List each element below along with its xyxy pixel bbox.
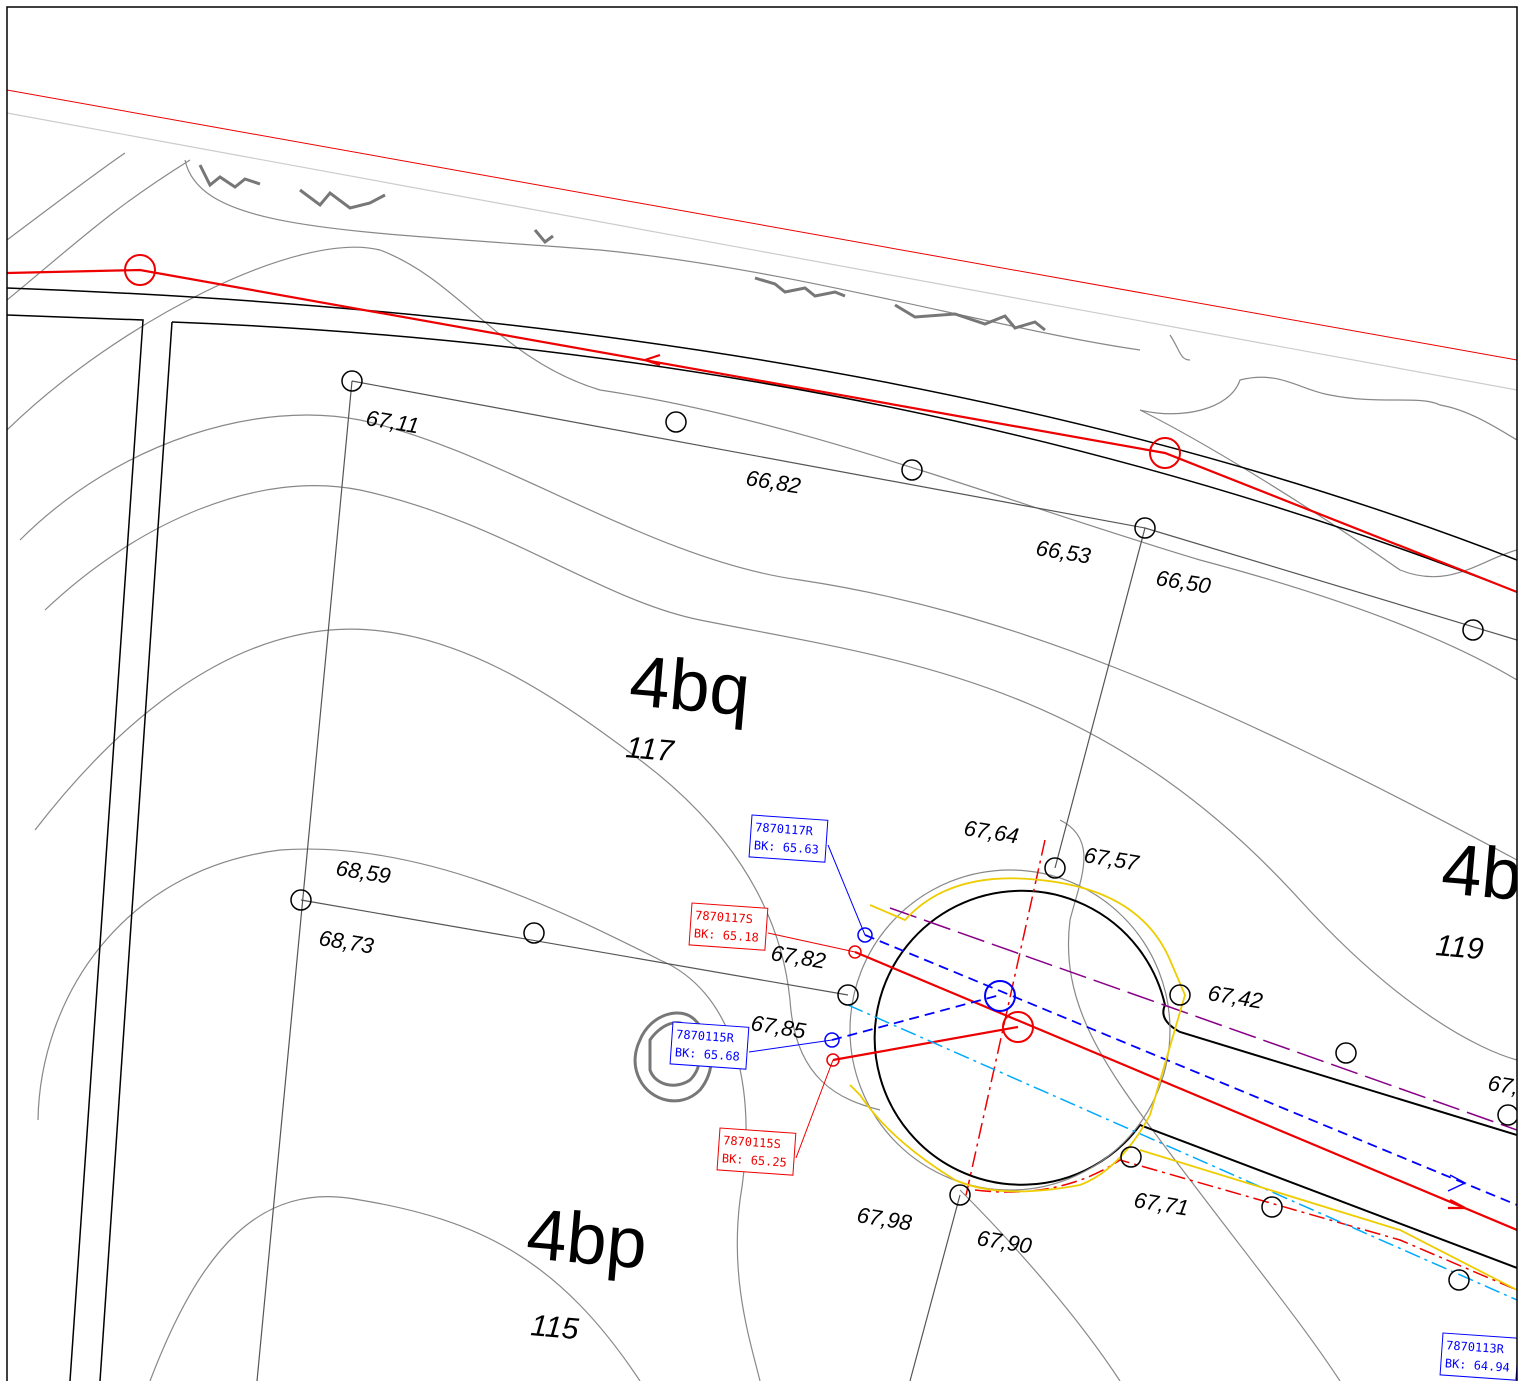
spot-height: 67,85 bbox=[749, 1010, 808, 1043]
parcel-code: 4bp bbox=[524, 1194, 651, 1284]
spot-height: 67,82 bbox=[769, 940, 827, 973]
x-marker: × bbox=[743, 441, 754, 461]
x-marker: × bbox=[310, 904, 321, 924]
spot-height: 67,42 bbox=[1206, 980, 1264, 1013]
red-dashdot bbox=[975, 1160, 1517, 1290]
leader bbox=[828, 845, 865, 935]
x-marker: × bbox=[1035, 849, 1046, 869]
parcel-code: 4b bbox=[1439, 829, 1523, 916]
spot-height: 68,59 bbox=[334, 855, 392, 888]
x-marker: × bbox=[1118, 529, 1129, 549]
sewer-line bbox=[7, 270, 1517, 1230]
water-line bbox=[832, 935, 1517, 1205]
spot-height: 66,50 bbox=[1154, 565, 1213, 598]
spot-height: 66,53 bbox=[1034, 535, 1093, 568]
parcel-number: 119 bbox=[1434, 929, 1485, 966]
red-axis bbox=[965, 840, 1045, 1200]
x-marker: × bbox=[1152, 541, 1163, 561]
x-marker: × bbox=[1470, 1084, 1481, 1104]
parcel-number: 117 bbox=[624, 731, 676, 768]
spot-height: 67,90 bbox=[975, 1225, 1034, 1258]
x-marker: × bbox=[1128, 1161, 1139, 1181]
cul-de-sac-edge bbox=[850, 870, 1170, 1190]
spot-height: 67,71 bbox=[1132, 1187, 1190, 1220]
spot-height: 66,82 bbox=[744, 465, 802, 498]
parcel-code: 4bq bbox=[627, 641, 754, 731]
x-marker: × bbox=[1191, 987, 1202, 1007]
spot-height: 67,57 bbox=[1082, 842, 1141, 875]
map: 4bq117 4bp 115 4b 119 × 67,11 × 66,82 × 66,53 × 66,5… bbox=[0, 0, 1523, 1381]
x-marker: × bbox=[831, 994, 842, 1014]
spot-height: 67,11 bbox=[364, 405, 421, 438]
yellow-line bbox=[850, 878, 1517, 1290]
spot-height: 67,64 bbox=[962, 815, 1020, 848]
cyan-line bbox=[848, 1005, 1517, 1300]
red-boundary bbox=[7, 90, 1517, 360]
frame bbox=[7, 7, 1517, 1381]
leader bbox=[749, 1040, 832, 1052]
purple-line bbox=[890, 908, 1517, 1130]
spot-height: 68,73 bbox=[317, 925, 376, 958]
spot-height: 67, bbox=[1486, 1070, 1520, 1099]
parcel-number: 115 bbox=[529, 1309, 580, 1346]
x-marker: × bbox=[937, 1192, 948, 1212]
x-marker: × bbox=[1068, 851, 1079, 871]
leader bbox=[796, 1060, 833, 1158]
x-marker: × bbox=[316, 869, 327, 889]
spot-height: 67,98 bbox=[855, 1202, 914, 1235]
gray-boundary bbox=[7, 113, 1517, 390]
